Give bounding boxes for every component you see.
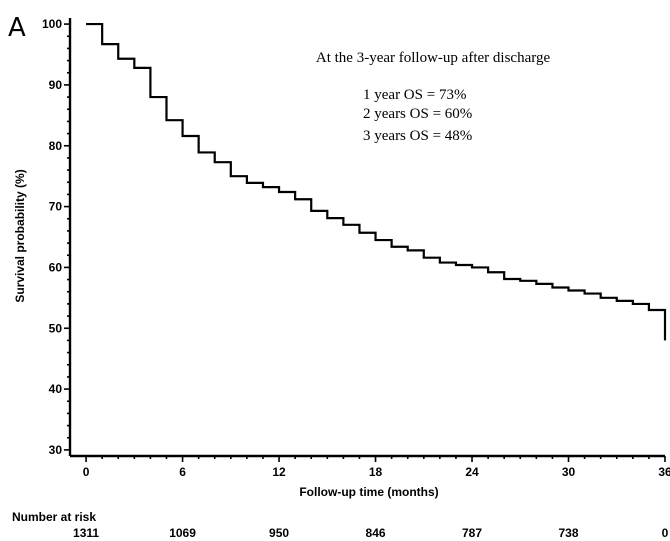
survival-curve bbox=[86, 22, 667, 341]
risk-table-title: Number at risk bbox=[12, 510, 96, 524]
x-tick-label: 6 bbox=[179, 465, 186, 479]
x-tick-label: 18 bbox=[369, 465, 383, 479]
y-tick-label: 50 bbox=[49, 321, 63, 335]
risk-table: 1311 1069 950 846 787 738 0 bbox=[73, 526, 669, 540]
x-tick-label: 24 bbox=[465, 465, 479, 479]
risk-count: 787 bbox=[462, 526, 482, 540]
y-tick-label: 90 bbox=[49, 78, 63, 92]
risk-count: 0 bbox=[662, 526, 669, 540]
annotation-header: At the 3-year follow-up after discharge bbox=[316, 50, 551, 66]
y-tick-label: 80 bbox=[49, 139, 63, 153]
risk-count: 1069 bbox=[169, 526, 196, 540]
risk-count: 950 bbox=[269, 526, 289, 540]
risk-count: 738 bbox=[558, 526, 578, 540]
y-tick-label: 40 bbox=[49, 382, 63, 396]
y-axis-label: Survival probability (%) bbox=[13, 169, 27, 302]
x-axis-label: Follow-up time (months) bbox=[299, 485, 438, 499]
panel-label: A bbox=[8, 13, 26, 43]
x-tick-label: 30 bbox=[562, 465, 576, 479]
plot-area: 30 40 50 60 70 80 90 100 0 6 12 18 24 30 36 bbox=[42, 17, 670, 479]
annotation-2yr-os: 2 years OS = 60% bbox=[363, 106, 472, 122]
x-tick-label: 36 bbox=[658, 465, 670, 479]
y-tick-label: 30 bbox=[49, 443, 63, 457]
annotation-box: At the 3-year follow-up after discharge … bbox=[316, 50, 551, 144]
risk-count: 1311 bbox=[73, 526, 99, 540]
x-tick-label: 12 bbox=[272, 465, 286, 479]
annotation-1yr-os: 1 year OS = 73% bbox=[363, 87, 466, 103]
y-tick-label: 70 bbox=[49, 200, 63, 214]
x-tick-label: 0 bbox=[83, 465, 90, 479]
y-tick-label: 100 bbox=[42, 17, 62, 31]
y-tick-label: 60 bbox=[49, 260, 63, 274]
risk-count: 846 bbox=[366, 526, 386, 540]
annotation-3yr-os: 3 years OS = 48% bbox=[363, 128, 472, 144]
